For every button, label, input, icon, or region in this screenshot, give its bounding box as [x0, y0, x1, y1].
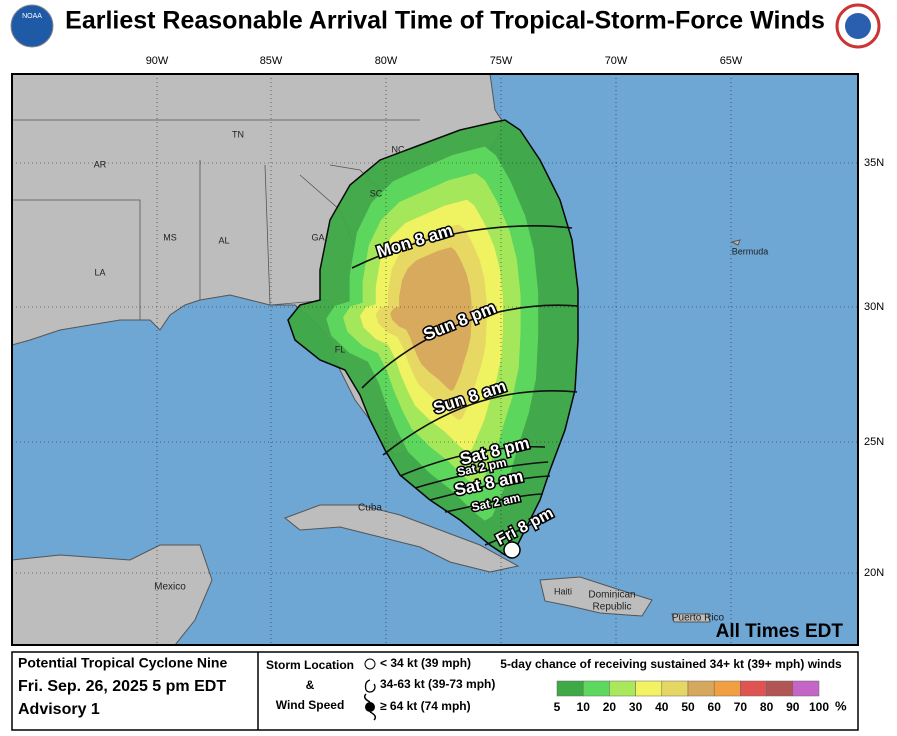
storm-name: Potential Tropical Cyclone Nine	[18, 655, 227, 671]
symbol-dot	[365, 702, 375, 712]
place-label: FL	[335, 344, 346, 354]
advisory-time: Fri. Sep. 26, 2025 5 pm EDT	[18, 678, 226, 695]
legend-swatch	[740, 680, 767, 697]
lon-label: 65W	[720, 55, 743, 67]
legend-swatch	[582, 680, 610, 697]
title: Earliest Reasonable Arrival Time of Trop…	[65, 7, 825, 35]
place-label: Bermuda	[732, 246, 769, 256]
legend-title: 5-day chance of receiving sustained 34+ …	[500, 657, 842, 671]
puerto-rico-land	[671, 613, 711, 623]
noaa-logo: NOAA	[10, 4, 54, 48]
place-label: SC	[370, 188, 383, 198]
isochrone-lines	[351, 225, 579, 546]
key-title: Storm Location	[266, 658, 354, 672]
lat-label: 35N	[864, 157, 884, 169]
legend-unit: %	[835, 698, 847, 713]
lon-label: 70W	[605, 55, 628, 67]
lat-label: 25N	[864, 436, 884, 448]
legend-swatch	[556, 680, 584, 697]
place-label: AR	[94, 159, 107, 169]
legend-label: 80	[760, 700, 774, 714]
symbol-tail	[363, 693, 377, 721]
key-title: &	[306, 678, 315, 692]
footer: Potential Tropical Cyclone Nine Fri. Sep…	[11, 651, 859, 731]
legend-label: 90	[786, 700, 800, 714]
symbol-ts	[364, 679, 376, 693]
legend-swatch	[661, 680, 689, 697]
cone-layer	[390, 247, 472, 391]
border	[199, 160, 331, 306]
lon-label: 85W	[260, 55, 283, 67]
isochrone-line	[484, 519, 541, 546]
lat-label: 30N	[864, 301, 884, 313]
map: AR TN NC SC GA AL MS LA FL Bermuda Cuba Mexico Haiti…	[11, 73, 859, 646]
nws-logo	[835, 3, 881, 49]
mexico-land	[11, 544, 213, 646]
legend-swatch	[609, 680, 636, 697]
map-frame	[11, 73, 859, 646]
key-entry: < 34 kt (39 mph)	[380, 656, 471, 670]
lon-label: 90W	[146, 55, 169, 67]
bermuda-land	[730, 239, 741, 246]
advisory-number: Advisory 1	[18, 701, 100, 718]
probability-cone	[287, 119, 579, 556]
isochrone-line	[444, 493, 544, 513]
lon-label: 75W	[490, 55, 513, 67]
place-label: LA	[94, 267, 105, 277]
symbol-low	[364, 658, 376, 670]
place-label: Mexico	[154, 582, 186, 593]
isochrone-line	[351, 225, 573, 269]
legend-swatch	[766, 680, 794, 697]
legend-label: 10	[577, 700, 591, 714]
lat-label: 20N	[864, 567, 884, 579]
legend-label: 40	[655, 700, 669, 714]
key-entry: ≥ 64 kt (74 mph)	[380, 699, 471, 713]
place-label: MS	[163, 232, 177, 242]
key-title: Wind Speed	[276, 698, 345, 712]
isochrone-line	[429, 475, 551, 501]
place-label: AL	[218, 235, 229, 245]
legend-label: 70	[734, 700, 748, 714]
place-label: Puerto Rico	[672, 613, 725, 624]
agency: NOAA	[22, 13, 42, 20]
isochrone-line	[414, 461, 549, 489]
isochrone-line	[361, 304, 579, 389]
lon-label: 80W	[375, 55, 398, 67]
hispaniola-land	[539, 576, 653, 617]
place-label: GA	[311, 232, 324, 242]
logo-circle	[10, 4, 54, 48]
place-label: NC	[392, 144, 405, 154]
time-note: All Times EDT	[716, 621, 844, 642]
isochrone-line	[382, 390, 578, 456]
legend-label: 30	[629, 700, 643, 714]
legend-label: 60	[708, 700, 722, 714]
border	[12, 199, 141, 320]
place-label: Haiti	[554, 586, 572, 596]
place-label: Cuba	[358, 503, 382, 514]
legend-swatch	[792, 680, 820, 697]
isochrone-line	[399, 445, 546, 477]
legend-label: 100	[809, 700, 829, 714]
place-label: Republic	[593, 602, 632, 613]
place-label: Dominican	[588, 590, 635, 601]
graticule	[12, 74, 858, 645]
key-entry: 34-63 kt (39-73 mph)	[380, 677, 495, 691]
legend-label: 50	[681, 700, 695, 714]
cuba-land	[283, 504, 520, 573]
logo-circle	[845, 13, 871, 39]
legend-label: 5	[554, 700, 561, 714]
legend-swatch	[713, 680, 741, 697]
legend-label: 20	[603, 700, 617, 714]
symbol-hurricane	[363, 693, 377, 721]
place-label: TN	[232, 129, 244, 139]
storm-location	[503, 541, 521, 559]
legend: 5 10 20 30 40 50 60 70 80 90 100%	[554, 680, 847, 714]
legend-swatch	[635, 680, 663, 697]
legend-swatch	[687, 680, 715, 697]
